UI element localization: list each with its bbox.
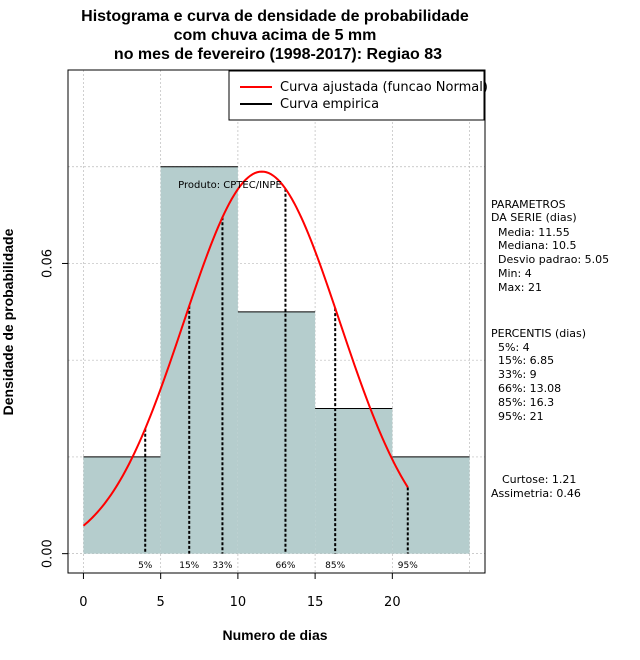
percentil-66: 66%: 13.08 — [498, 382, 561, 395]
title-line-3: no mes de fevereiro (1998-2017): Regiao … — [114, 46, 442, 63]
y-tick-label: 0.00 — [41, 539, 56, 568]
x-axis-label: Numero de dias — [222, 627, 327, 643]
y-axis-label: Densidade de probabilidade — [0, 228, 16, 415]
parameter-desvio: Desvio padrao: 5.05 — [498, 253, 609, 266]
title-line-1: Histograma e curva de densidade de proba… — [81, 8, 469, 25]
percentile-label: 15% — [179, 561, 199, 571]
percentil-33: 33%: 9 — [498, 368, 537, 381]
percentile-label: 95% — [398, 561, 418, 571]
legend: Curva ajustada (funcao Normal) Curva emp… — [228, 70, 488, 121]
percentil-95: 95%: 21 — [498, 410, 544, 423]
percentile-label: 85% — [325, 561, 345, 571]
percentile-label: 5% — [138, 561, 153, 571]
percentile-label: 66% — [275, 561, 295, 571]
percentile-label: 33% — [212, 561, 232, 571]
parameters-panel: PARAMETROS DA SERIE (dias) Media: 11.55 … — [491, 198, 609, 294]
percentil-15: 15%: 6.85 — [498, 354, 554, 367]
x-tick-label: 0 — [79, 595, 87, 610]
y-tick-label: 0.06 — [41, 249, 56, 278]
parameter-max: Max: 21 — [498, 281, 542, 294]
parameter-min: Min: 4 — [498, 267, 532, 280]
parameters-heading-2: DA SERIE (dias) — [491, 211, 577, 224]
percentil-5: 5%: 4 — [498, 341, 530, 354]
parameter-mediana: Mediana: 10.5 — [498, 239, 576, 252]
percentil-85: 85%: 16.3 — [498, 396, 554, 409]
fitted-normal-curve — [82, 170, 409, 527]
legend-label-fitted: Curva ajustada (funcao Normal) — [280, 80, 488, 95]
shape-stats: Curtose: 1.21 Assimetria: 0.46 — [491, 473, 581, 500]
x-tick-label: 15 — [307, 595, 324, 610]
histogram-bar — [83, 456, 161, 554]
title-line-2: com chuva acima de 5 mm — [174, 27, 377, 44]
stat-curtose: Curtose: 1.21 — [502, 473, 576, 486]
histogram-bar — [160, 166, 238, 554]
percentis-panel: PERCENTIS (dias) 5%: 4 15%: 6.85 33%: 9 … — [491, 327, 586, 423]
stat-assimetria: Assimetria: 0.46 — [491, 487, 581, 500]
legend-box — [228, 70, 485, 121]
histogram-bar — [392, 456, 470, 554]
x-tick-label: 10 — [230, 595, 247, 610]
legend-label-empirical: Curva empirica — [280, 97, 379, 112]
x-tick-label: 20 — [384, 595, 401, 610]
parameter-media: Media: 11.55 — [498, 226, 570, 239]
x-tick-label: 5 — [157, 595, 165, 610]
product-annotation: Produto: CPTEC/INPE — [178, 180, 282, 191]
plot-frame — [67, 69, 486, 574]
parameters-heading-1: PARAMETROS — [491, 198, 566, 211]
histogram-bar — [315, 408, 393, 554]
percentis-heading: PERCENTIS (dias) — [491, 327, 586, 340]
histogram-bar — [237, 311, 316, 554]
